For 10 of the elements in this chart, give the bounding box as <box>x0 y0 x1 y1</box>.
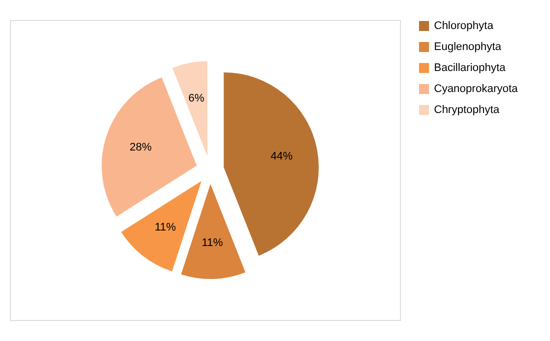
legend-label: Chryptophyta <box>434 104 500 116</box>
legend-label: Euglenophyta <box>434 41 502 53</box>
data-label: 11% <box>202 236 224 249</box>
data-label: 44% <box>270 150 293 162</box>
data-label: 6% <box>188 92 205 104</box>
data-label: 11% <box>154 222 176 234</box>
legend-label: Cyanoprokaryota <box>434 83 519 95</box>
legend-label: Bacillariophyta <box>434 62 506 74</box>
data-label: 28% <box>130 141 152 154</box>
legend-label: Chlorophyta <box>434 20 494 32</box>
